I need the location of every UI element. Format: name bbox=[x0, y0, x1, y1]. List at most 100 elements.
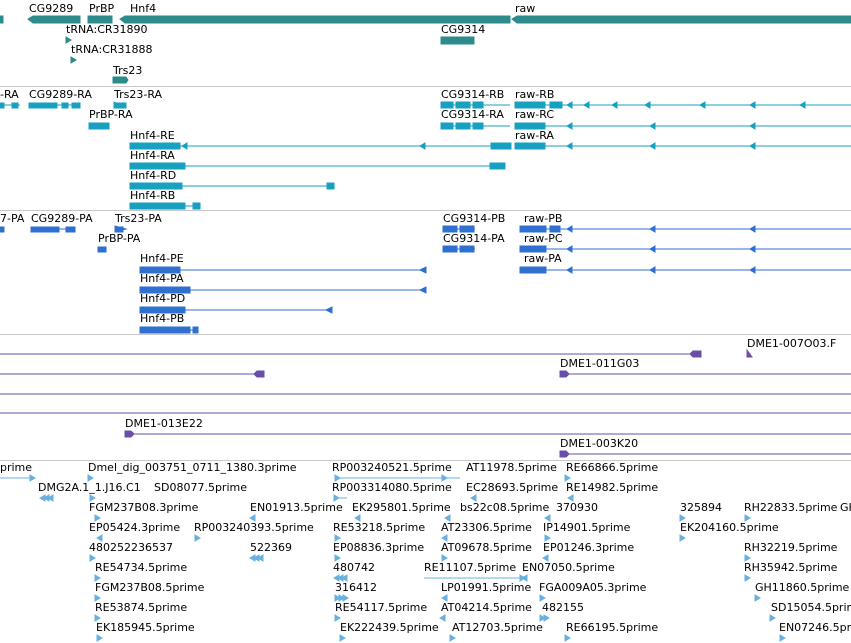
est-label[interactable]: FGA009A05.3prime bbox=[539, 581, 647, 594]
gene-glyph[interactable] bbox=[112, 76, 129, 84]
est-label[interactable]: EP01246.3prime bbox=[543, 541, 635, 554]
gene-label[interactable]: Trs23 bbox=[113, 64, 143, 77]
transcript-label[interactable]: CG9314-RB bbox=[441, 88, 505, 101]
transcript-label[interactable]: Hnf4-RD bbox=[130, 169, 177, 182]
transcript-glyph[interactable] bbox=[28, 102, 58, 109]
est-label[interactable]: IP14901.5prime bbox=[543, 521, 631, 534]
protein-glyph[interactable] bbox=[519, 245, 547, 253]
gene-glyph[interactable] bbox=[119, 15, 511, 24]
est-label[interactable]: EN01913.5prime bbox=[250, 501, 343, 514]
est-label[interactable]: 370930 bbox=[556, 501, 598, 514]
transcript-glyph[interactable] bbox=[514, 142, 546, 150]
protein-glyph[interactable] bbox=[139, 326, 191, 334]
est-label[interactable]: 480252236537 bbox=[89, 541, 173, 554]
clone-label[interactable]: DME1-013E22 bbox=[125, 417, 203, 430]
est-label[interactable]: AT11978.5prime bbox=[466, 461, 557, 474]
est-label[interactable]: Dmel_dig_003751_0711_1380.3prime bbox=[88, 461, 297, 474]
est-label[interactable]: 316412 bbox=[335, 581, 377, 594]
clone-label[interactable]: DME1-003K20 bbox=[560, 437, 639, 450]
protein-glyph[interactable] bbox=[519, 266, 547, 274]
gene-label[interactable]: raw bbox=[515, 2, 536, 15]
est-label[interactable]: RE53874.5prime bbox=[95, 601, 188, 614]
protein-label[interactable]: raw-PB bbox=[524, 212, 563, 225]
est-label[interactable]: LP01991.5prime bbox=[441, 581, 532, 594]
est-label[interactable]: RH32219.5prime bbox=[744, 541, 838, 554]
transcript-glyph[interactable] bbox=[514, 101, 546, 109]
gene-glyph[interactable] bbox=[27, 15, 81, 24]
gene-glyph[interactable] bbox=[87, 15, 113, 24]
est-label[interactable]: EP05424.3prime bbox=[89, 521, 181, 534]
est-label[interactable]: RE14982.5prime bbox=[566, 481, 659, 494]
transcript-label[interactable]: CG9314-RA bbox=[441, 108, 504, 121]
est-label[interactable]: RH35942.5prime bbox=[744, 561, 838, 574]
clone-glyph[interactable] bbox=[124, 430, 135, 438]
protein-label[interactable]: PrBP-PA bbox=[98, 232, 141, 245]
est-label[interactable]: EK204160.5prime bbox=[680, 521, 779, 534]
est-label[interactable]: RE66866.5prime bbox=[566, 461, 659, 474]
transcript-label[interactable]: Trs23-RA bbox=[114, 88, 163, 101]
protein-label[interactable]: Hnf4-PB bbox=[140, 312, 185, 325]
est-label[interactable]: 325894 bbox=[680, 501, 722, 514]
transcript-label[interactable]: Hnf4-RE bbox=[130, 129, 175, 142]
protein-label[interactable]: CG9289-PA bbox=[31, 212, 93, 225]
transcript-glyph[interactable] bbox=[129, 182, 183, 190]
protein-glyph[interactable] bbox=[97, 246, 107, 253]
protein-label[interactable]: Hnf4-PD bbox=[140, 292, 186, 305]
clone-glyph[interactable] bbox=[559, 370, 570, 378]
transcript-glyph[interactable] bbox=[129, 142, 181, 150]
protein-label[interactable]: Trs23-PA bbox=[115, 212, 162, 225]
gene-glyph[interactable] bbox=[70, 56, 77, 64]
transcript-label[interactable]: Hnf4-RB bbox=[130, 189, 176, 202]
protein-label[interactable]: Hnf4-PE bbox=[140, 252, 184, 265]
transcript-label[interactable]: raw-RA bbox=[515, 129, 554, 142]
clone-label[interactable]: DME1-011G03 bbox=[560, 357, 640, 370]
clone-glyph[interactable] bbox=[689, 350, 702, 358]
transcript-glyph[interactable] bbox=[440, 101, 454, 109]
gene-glyph[interactable] bbox=[65, 36, 72, 44]
est-label[interactable]: GH bbox=[840, 501, 851, 514]
clone-label[interactable]: DME1-007O03.F bbox=[747, 337, 837, 350]
transcript-glyph[interactable] bbox=[440, 122, 454, 130]
protein-label[interactable]: raw-PA bbox=[524, 252, 562, 265]
transcript-label[interactable]: Hnf4-RA bbox=[130, 149, 175, 162]
gene-glyph[interactable] bbox=[511, 15, 851, 24]
est-label[interactable]: 522369 bbox=[250, 541, 292, 554]
gene-label[interactable]: PrBP bbox=[89, 2, 115, 15]
protein-glyph[interactable] bbox=[442, 245, 458, 253]
est-label[interactable]: RP003240393.5prime bbox=[194, 521, 314, 534]
transcript-label[interactable]: -RA bbox=[0, 88, 19, 101]
transcript-glyph[interactable] bbox=[0, 102, 5, 109]
est-label[interactable]: EK295801.5prime bbox=[352, 501, 451, 514]
protein-label[interactable]: Hnf4-PA bbox=[140, 272, 184, 285]
protein-glyph[interactable] bbox=[139, 266, 181, 274]
est-label[interactable]: bs22c08.5prime bbox=[460, 501, 550, 514]
est-label[interactable]: EK222439.5prime bbox=[340, 621, 439, 634]
protein-label[interactable]: CG9314-PA bbox=[443, 232, 505, 245]
est-label[interactable]: RE54734.5prime bbox=[95, 561, 188, 574]
transcript-label[interactable]: raw-RC bbox=[515, 108, 555, 121]
est-label[interactable]: AT04214.5prime bbox=[441, 601, 532, 614]
protein-label[interactable]: 7-PA bbox=[0, 212, 25, 225]
est-label[interactable]: AT23306.5prime bbox=[441, 521, 532, 534]
gene-label[interactable]: CG9289 bbox=[29, 2, 74, 15]
est-label[interactable]: FGM237B08.5prime bbox=[95, 581, 205, 594]
protein-glyph[interactable] bbox=[30, 226, 60, 233]
est-label[interactable]: RE66195.5prime bbox=[566, 621, 659, 634]
est-label[interactable]: SD15054.5prime bbox=[771, 601, 851, 614]
est-label[interactable]: RE53218.5prime bbox=[333, 521, 426, 534]
est-label[interactable]: 482155 bbox=[542, 601, 584, 614]
transcript-label[interactable]: CG9289-RA bbox=[29, 88, 92, 101]
protein-glyph[interactable] bbox=[139, 306, 186, 314]
gene-label[interactable]: tRNA:CR31890 bbox=[66, 23, 148, 36]
protein-glyph[interactable] bbox=[0, 226, 5, 233]
est-label[interactable]: DMG2A.1_1.J16.C1 bbox=[38, 481, 141, 494]
clone-glyph[interactable] bbox=[746, 348, 753, 358]
transcript-label[interactable]: PrBP-RA bbox=[89, 108, 133, 121]
est-label[interactable]: EN07246.5prime bbox=[779, 621, 851, 634]
gene-glyph[interactable] bbox=[440, 36, 475, 45]
gene-label[interactable]: Hnf4 bbox=[130, 2, 157, 15]
transcript-glyph[interactable] bbox=[113, 102, 127, 109]
est-label[interactable]: EP08836.3prime bbox=[333, 541, 425, 554]
gene-glyph[interactable] bbox=[0, 15, 4, 24]
est-label[interactable]: RP003314080.5prime bbox=[332, 481, 452, 494]
